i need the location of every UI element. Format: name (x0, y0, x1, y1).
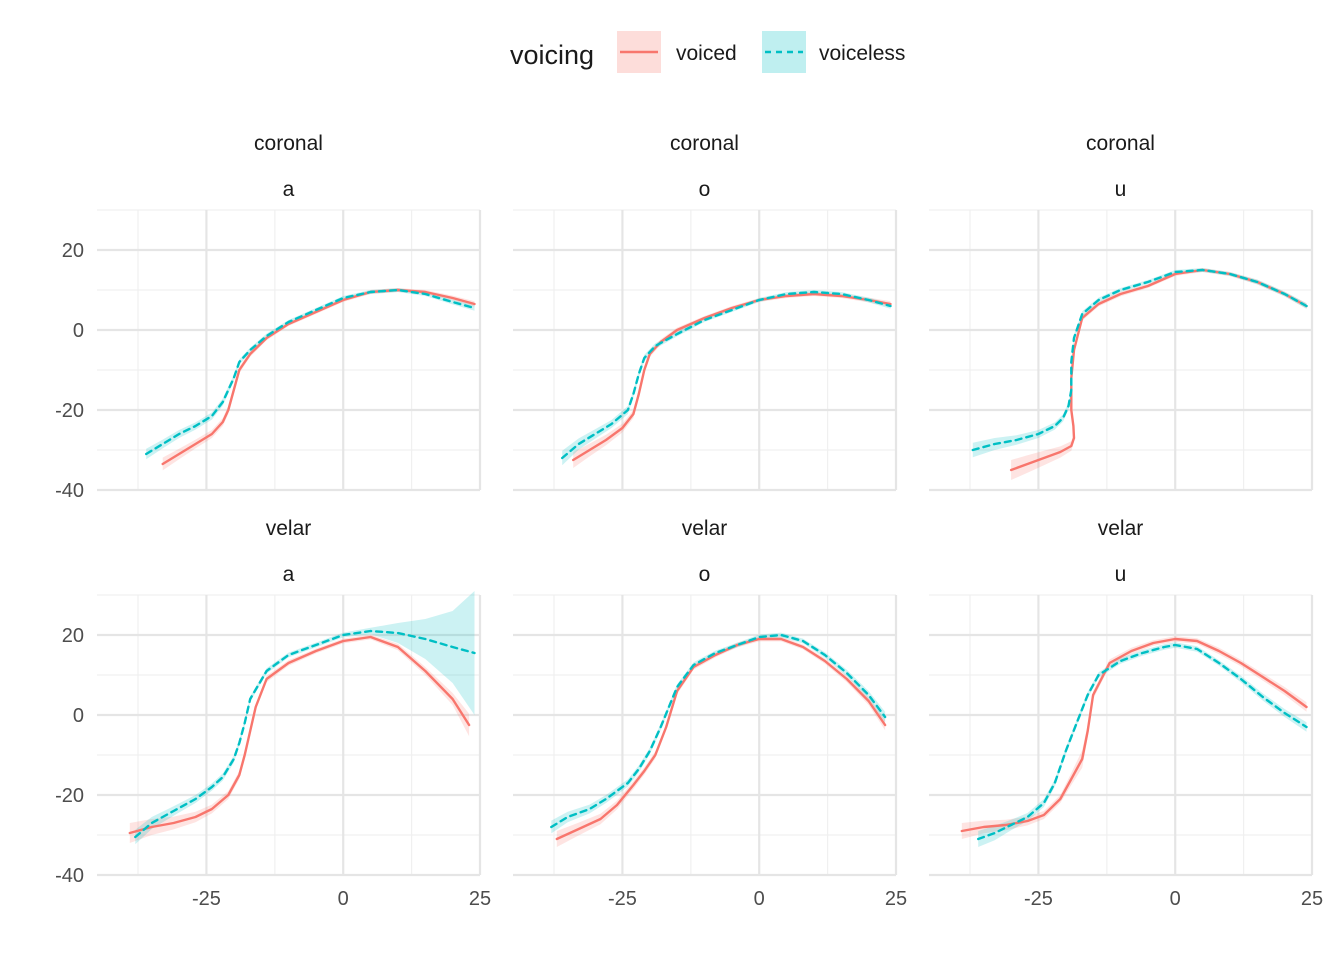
x-tick-label: 25 (1301, 888, 1323, 910)
ci-band-voiceless (972, 268, 1307, 458)
x-tick-label: 0 (1170, 888, 1181, 910)
y-tick-label: 0 (73, 320, 84, 342)
strip-label-col: a (283, 178, 295, 201)
y-tick-label: -40 (55, 865, 84, 887)
x-tick-label: 25 (469, 888, 491, 910)
strip-label-row: velar (266, 517, 312, 540)
legend-label-voiced: voiced (676, 42, 737, 65)
strip-label-row: coronal (670, 132, 739, 155)
series-line-voiceless (977, 643, 1308, 841)
panel-grid (929, 209, 1314, 492)
panel-velar-o: velar o (513, 517, 898, 877)
strip-label-row: coronal (254, 132, 323, 155)
strip-label-col: a (283, 563, 295, 586)
series-line-voiceless (561, 290, 892, 460)
panel-coronal-o: coronal o (513, 132, 898, 492)
x-tick-label: -25 (192, 888, 221, 910)
ci-band-voiced (556, 636, 886, 847)
y-tick-label: 0 (73, 705, 84, 727)
panel-coronal-u: coronal u (929, 132, 1314, 492)
strip-label-row: coronal (1086, 132, 1155, 155)
series-line-voiceless (550, 633, 887, 829)
panel-grid (929, 594, 1314, 877)
legend: voicing voiced voiceless (510, 31, 905, 73)
axes: -40 -20 0 20 -40 -20 0 20 -25 0 25 -25 0 25 -25 0 25 (55, 240, 1323, 910)
legend-entry-voiceless: voiceless (762, 31, 905, 73)
ci-band-voiced (129, 634, 470, 843)
x-tick-label: -25 (608, 888, 637, 910)
strip-label-row: velar (1098, 517, 1144, 540)
x-tick-label: 0 (754, 888, 765, 910)
ci-band-voiceless (551, 632, 886, 834)
y-tick-label: -20 (55, 785, 84, 807)
strip-label-row: velar (682, 517, 728, 540)
x-tick-label: 0 (338, 888, 349, 910)
x-tick-label: -25 (1024, 888, 1053, 910)
panel-velar-a: velar a (97, 517, 482, 877)
panel-grid (513, 209, 898, 492)
legend-label-voiceless: voiceless (819, 42, 905, 65)
series-line-voiceless (971, 268, 1308, 452)
strip-label-col: o (699, 563, 711, 586)
series-line-voiced (960, 637, 1308, 833)
y-tick-label: -40 (55, 480, 84, 502)
ci-band-voiceless (978, 642, 1307, 847)
ci-band-voiced (162, 288, 475, 471)
ci-band-voiced (961, 636, 1307, 839)
panel-velar-u: velar u (929, 517, 1314, 877)
panel-grid (97, 209, 482, 492)
ci-band-voiceless (135, 591, 475, 845)
panel-grid (513, 594, 898, 877)
x-tick-label: 25 (885, 888, 907, 910)
series-line-voiced (572, 292, 892, 462)
series-line-voiceless (134, 629, 476, 839)
y-tick-label: -20 (55, 400, 84, 422)
strip-label-col: u (1115, 178, 1127, 201)
y-tick-label: 20 (62, 625, 84, 647)
strip-label-col: o (699, 178, 711, 201)
strip-label-col: u (1115, 563, 1127, 586)
ci-band-voiced (1011, 268, 1307, 480)
series-line-voiced (128, 635, 471, 835)
series-line-voiceless (144, 288, 476, 456)
ci-band-voiced (573, 292, 891, 468)
legend-entry-voiced: voiced (617, 31, 737, 73)
series-line-voiced (555, 637, 887, 841)
y-tick-label: 20 (62, 240, 84, 262)
panel-coronal-a: coronal a (97, 132, 482, 492)
legend-title: voicing (510, 40, 594, 70)
facet-panels: coronalacoronalocoronaluvelaravelarovela… (97, 132, 1314, 877)
